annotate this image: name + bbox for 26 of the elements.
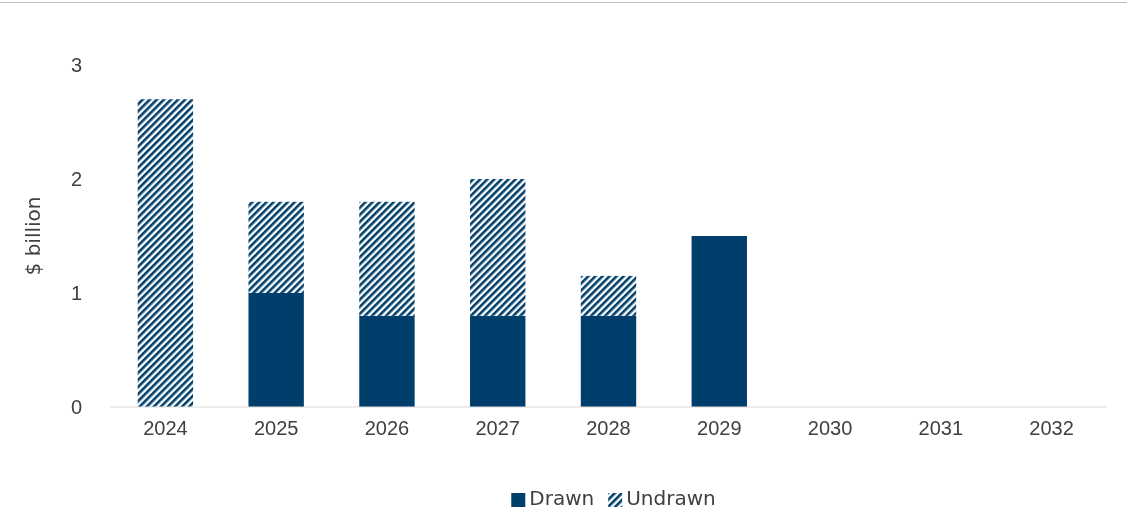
x-tick-label: 2030 [807, 417, 853, 440]
bar [691, 236, 747, 407]
y-tick-label: 3 [70, 53, 82, 76]
x-tick-label: 2025 [253, 417, 299, 440]
bar [359, 315, 415, 407]
bar [470, 179, 526, 316]
y-tick-label: 0 [70, 395, 82, 418]
legend-label: Drawn [529, 486, 595, 510]
x-tick-label: 2027 [475, 417, 520, 440]
y-tick-label: 2 [70, 167, 82, 190]
x-tick-label: 2032 [1029, 417, 1074, 440]
x-tick-label: 2029 [697, 417, 742, 440]
x-tick-label: 2031 [918, 417, 964, 440]
bar [137, 99, 194, 407]
bar [470, 315, 526, 407]
bar [248, 201, 304, 293]
x-tick-label: 2026 [364, 417, 410, 440]
x-tick-label: 2024 [143, 417, 188, 440]
bar [580, 315, 637, 407]
y-tick-label: 1 [70, 281, 82, 304]
bar [580, 275, 637, 316]
x-tick-label: 2028 [586, 417, 631, 440]
y-axis-title: $ billion [21, 196, 45, 276]
bar [359, 201, 415, 316]
legend-label: Undrawn [626, 486, 716, 510]
bar [248, 293, 304, 407]
